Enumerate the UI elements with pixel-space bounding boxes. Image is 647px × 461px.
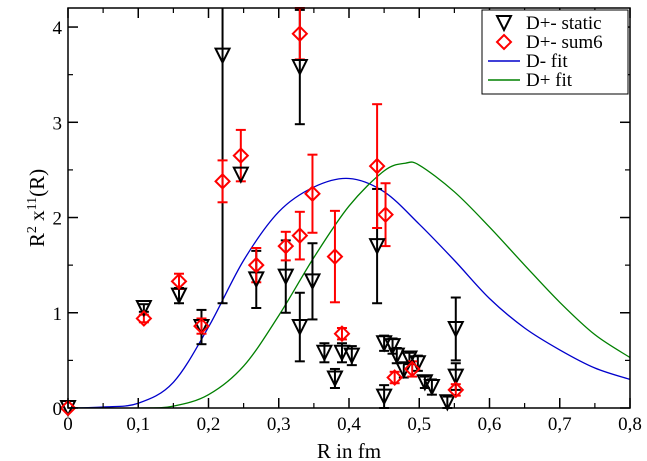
y-label-sup1: 2 (25, 226, 40, 233)
marker-sum6-4 (214, 172, 231, 190)
y-label-tail: (R) (25, 169, 49, 197)
error-bars-layer (138, 7, 461, 409)
marker-static-7 (277, 268, 295, 286)
marker-static-5 (232, 166, 250, 184)
marker-sum6-10 (304, 185, 321, 203)
y-label-mid: x (25, 210, 49, 226)
x-tick-label-6: 0,6 (478, 414, 502, 435)
marker-static-17 (375, 388, 393, 406)
x-tick-label-7: 0,7 (548, 414, 572, 435)
marker-sum6-13 (368, 157, 386, 175)
marker-sum6-5 (232, 147, 250, 165)
x-tick-label-2: 0,2 (197, 414, 221, 435)
x-tick-label-4: 0,4 (337, 414, 361, 435)
marker-static-24 (423, 379, 441, 397)
marker-sum6-8 (291, 25, 309, 43)
marker-sum6-3 (193, 317, 210, 335)
marker-static-27 (447, 368, 465, 386)
marker-static-10 (303, 273, 322, 291)
fit-curves-layer (68, 161, 630, 408)
y-label-sup2: 11 (25, 197, 40, 210)
marker-sum6-2 (170, 272, 188, 290)
ticks-layer: 0 0,1 0,2 0,3 0,4 0,5 0,6 0,7 0,8 0 1 2 3 4 (53, 8, 642, 435)
markers-layer (59, 25, 465, 418)
marker-static-25 (438, 394, 456, 412)
y-tick-label-0: 0 (53, 399, 63, 420)
legend-label-0: D+- static (526, 13, 602, 34)
marker-sum6-6 (247, 256, 265, 274)
y-tick-label-2: 2 (53, 209, 63, 230)
legend-label-3: D+ fit (526, 70, 573, 91)
legend-label-1: D+- sum6 (526, 32, 603, 53)
marker-sum6-0 (59, 399, 77, 417)
marker-sum6-14 (377, 206, 394, 224)
marker-static-4 (213, 47, 232, 65)
y-axis-label: R2 x11(R) (25, 169, 49, 247)
y-tick-label-4: 4 (53, 18, 63, 39)
marker-sum6-1 (135, 310, 153, 327)
marker-sum6-15 (386, 369, 404, 386)
marker-static-26 (447, 320, 465, 339)
x-tick-label-3: 0,3 (267, 414, 291, 435)
legend-marker-0 (495, 15, 513, 33)
fit-curve-3 (68, 161, 630, 408)
marker-static-15 (368, 238, 386, 256)
marker-sum6-12 (333, 325, 351, 343)
fit-curve-2 (68, 177, 630, 408)
x-tick-label-5: 0,5 (407, 414, 431, 435)
marker-sum6-9 (291, 227, 309, 245)
marker-static-9 (291, 319, 309, 337)
marker-static-23 (416, 374, 434, 392)
y-tick-label-3: 3 (53, 113, 63, 134)
y-label-base: R (25, 233, 49, 247)
marker-static-12 (326, 370, 344, 388)
marker-static-1 (135, 300, 153, 318)
marker-static-11 (315, 344, 334, 362)
x-tick-label-0: 0 (63, 414, 73, 435)
marker-static-18 (383, 338, 402, 356)
marker-static-13 (333, 344, 351, 362)
marker-sum6-16 (403, 360, 421, 378)
legend-marker-1 (495, 33, 513, 51)
marker-sum6-17 (447, 381, 465, 399)
marker-static-8 (291, 59, 309, 77)
marker-static-14 (343, 347, 361, 365)
x-tick-label-8: 0,8 (618, 414, 642, 435)
y-tick-label-1: 1 (53, 304, 63, 325)
marker-static-19 (388, 347, 406, 365)
legend-label-2: D- fit (526, 51, 568, 72)
x-tick-label-1: 0,1 (126, 414, 150, 435)
marker-sum6-11 (326, 248, 344, 265)
marker-sum6-7 (277, 237, 295, 255)
x-axis-label: R in fm (317, 439, 381, 461)
